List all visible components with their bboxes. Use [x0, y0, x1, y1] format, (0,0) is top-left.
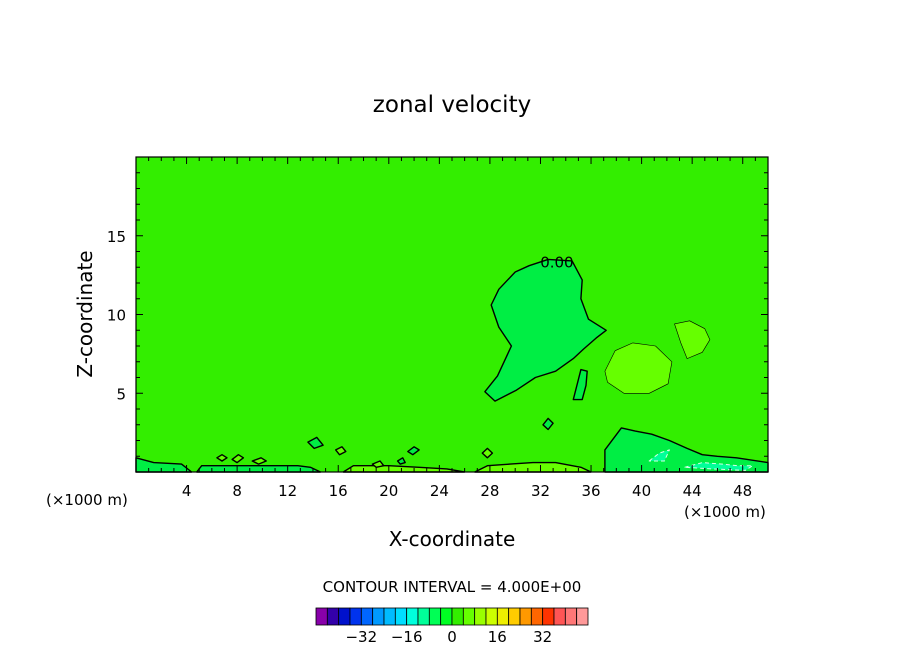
colorbar — [315, 607, 589, 626]
colorbar-swatch — [553, 607, 566, 626]
contour-region-small-blob-4 — [481, 447, 494, 459]
colorbar-swatch — [383, 607, 396, 626]
colorbar-swatch — [542, 607, 555, 626]
x-tick-label: 40 — [632, 482, 651, 500]
colorbar-swatch — [360, 607, 374, 626]
colorbar-swatch — [474, 607, 487, 626]
x-tick-label: 32 — [531, 482, 550, 500]
colorbar-swatch — [372, 607, 385, 626]
colorbar-swatch — [451, 607, 464, 626]
contour-interval-text: CONTOUR INTERVAL = 4.000E+00 — [323, 578, 582, 596]
x-tick-label: 44 — [683, 482, 702, 500]
y-tick-labels: 5 10 15 — [107, 228, 126, 403]
contour-label: 0.00 — [540, 253, 573, 271]
colorbar-swatch — [326, 607, 340, 626]
colorbar-swatch — [508, 607, 521, 626]
contour-region-bottom-low-strip — [474, 461, 592, 473]
colorbar-swatch — [530, 607, 544, 626]
x-tick-label: 8 — [232, 482, 242, 500]
x-tick-label: 20 — [379, 482, 398, 500]
contour-region-small-blob-3 — [542, 417, 554, 431]
colorbar-tick-label: −16 — [391, 628, 423, 646]
x-tick-label: 28 — [480, 482, 499, 500]
colorbar-tick-label: 0 — [447, 628, 457, 646]
contour-region-small-blob-5 — [216, 454, 228, 462]
colorbar-tick-label: −32 — [345, 628, 377, 646]
y-tick-label: 10 — [107, 307, 126, 325]
contour-regions — [135, 258, 769, 473]
colorbar-swatch — [394, 607, 408, 626]
contour-region-small-blob-9 — [371, 460, 385, 468]
plot-area: 0.00 — [135, 156, 769, 473]
x-tick-label: 16 — [329, 482, 348, 500]
chart-title: zonal velocity — [373, 92, 531, 118]
contour-region-dashed-cell-a — [648, 449, 670, 462]
colorbar-swatch — [417, 607, 430, 626]
contour-region-small-blob-1 — [307, 436, 324, 450]
colorbar-swatch — [338, 607, 351, 626]
contour-region-main-positive-lobe — [484, 258, 607, 402]
colorbar-tick-label: 16 — [488, 628, 507, 646]
colorbar-swatch — [519, 607, 532, 626]
contour-region-small-blob-10 — [396, 457, 406, 465]
x-tick-label: 36 — [581, 482, 600, 500]
colorbar-swatch — [496, 607, 510, 626]
colorbar-swatch — [462, 607, 476, 626]
colorbar-swatch — [315, 607, 328, 626]
colorbar-labels: −32 −16 0 16 32 — [345, 628, 552, 646]
x-tick-label: 4 — [182, 482, 192, 500]
x-axis-label: X-coordinate — [389, 527, 516, 551]
axis-ticks — [136, 157, 768, 472]
y-axis-label: Z-coordinate — [73, 250, 97, 377]
colorbar-swatch — [349, 607, 362, 626]
x-tick-labels: 4 8 12 16 20 24 28 32 36 40 44 48 — [182, 482, 752, 500]
contour-region-upper-right-bubble — [674, 320, 711, 359]
colorbar-tick-label: 32 — [533, 628, 552, 646]
x-tick-label: 48 — [733, 482, 752, 500]
contour-region-small-blob-6 — [231, 454, 245, 464]
y-tick-label: 5 — [116, 385, 126, 403]
colorbar-swatch — [440, 607, 453, 626]
colorbar-swatch — [576, 607, 589, 626]
colorbar-swatch — [485, 607, 498, 626]
contour-region-lobe-side-finger — [572, 368, 588, 401]
y-tick-label: 15 — [107, 228, 126, 246]
contour-region-small-blob-8 — [335, 446, 347, 456]
x-tick-label: 12 — [278, 482, 297, 500]
plot-background — [136, 157, 768, 472]
contour-region-left-bottom-sliver-2 — [195, 465, 322, 473]
colorbar-swatch — [564, 607, 578, 626]
x-unit-label-right: (×1000 m) — [684, 503, 766, 521]
contour-region-small-blob-7 — [251, 457, 267, 465]
colorbar-swatch — [428, 607, 442, 626]
x-tick-label: 24 — [430, 482, 449, 500]
colorbar-swatch — [406, 607, 419, 626]
contour-region-small-blob-2 — [407, 446, 420, 456]
contour-region-mid-right-bubble — [604, 342, 673, 394]
x-unit-label-left: (×1000 m) — [46, 491, 128, 509]
